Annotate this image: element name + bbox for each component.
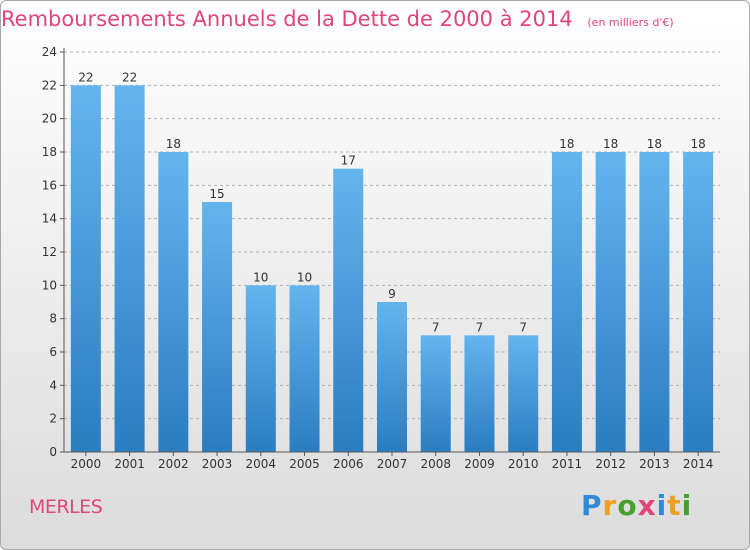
axes: [60, 48, 720, 456]
bar: [158, 152, 189, 452]
logo-letter: i: [681, 489, 693, 522]
bar-value-label: 18: [559, 137, 574, 151]
bar: [289, 285, 320, 452]
x-tick-label: 2006: [333, 457, 364, 471]
x-tick-label: 2004: [246, 457, 277, 471]
y-tick-label: 6: [49, 345, 57, 359]
y-tick-label: 24: [42, 45, 57, 59]
bar: [245, 285, 276, 452]
x-tick-label: 2008: [420, 457, 451, 471]
x-tick-label: 2013: [639, 457, 670, 471]
place-name: MERLES: [29, 496, 103, 518]
y-tick-label: 8: [49, 312, 57, 326]
x-tick-label: 2005: [289, 457, 320, 471]
labels: 0246810121416182022242220002220011820021…: [42, 45, 714, 471]
bar-value-label: 18: [647, 137, 662, 151]
y-tick-label: 18: [42, 145, 57, 159]
bar-value-label: 10: [253, 270, 268, 284]
x-tick-label: 2009: [464, 457, 495, 471]
x-tick-label: 2010: [508, 457, 539, 471]
logo-letter: i: [656, 489, 668, 522]
logo-letter: r: [602, 489, 618, 522]
y-tick-label: 10: [42, 278, 57, 292]
chart-title-text: Remboursements Annuels de la Dette de 20…: [1, 7, 573, 31]
bar: [377, 302, 407, 452]
y-tick-label: 12: [42, 245, 57, 259]
x-tick-label: 2003: [202, 457, 233, 471]
bar: [70, 85, 101, 452]
bar-value-label: 9: [388, 287, 396, 301]
bar: [333, 168, 364, 452]
x-tick-label: 2000: [71, 457, 102, 471]
bar-value-label: 15: [209, 187, 224, 201]
y-tick-label: 14: [42, 212, 57, 226]
logo-letter: t: [667, 489, 682, 522]
bar-value-label: 10: [297, 270, 312, 284]
bar-value-label: 17: [341, 154, 356, 168]
bar-value-label: 7: [476, 320, 484, 334]
bar: [595, 152, 626, 452]
bar: [420, 335, 451, 452]
y-tick-label: 20: [42, 112, 57, 126]
bar-value-label: 18: [603, 137, 618, 151]
y-tick-label: 0: [49, 445, 57, 459]
x-tick-label: 2002: [158, 457, 189, 471]
bar: [639, 152, 670, 452]
bar-value-label: 18: [166, 137, 181, 151]
x-tick-label: 2011: [552, 457, 583, 471]
x-tick-label: 2001: [114, 457, 145, 471]
bar: [114, 85, 145, 452]
y-tick-label: 4: [49, 378, 57, 392]
bar: [202, 202, 233, 452]
bar-value-label: 18: [690, 137, 705, 151]
x-tick-label: 2007: [377, 457, 408, 471]
bar: [508, 335, 539, 452]
x-tick-label: 2014: [683, 457, 714, 471]
y-tick-label: 16: [42, 178, 57, 192]
bar-value-label: 7: [519, 320, 527, 334]
bar-value-label: 7: [432, 320, 440, 334]
bar: [551, 152, 582, 452]
bars: [70, 85, 714, 452]
x-tick-label: 2012: [595, 457, 626, 471]
logo-letter: P: [581, 489, 603, 522]
y-tick-label: 22: [42, 78, 57, 92]
logo-letter: x: [637, 489, 657, 522]
chart-title: Remboursements Annuels de la Dette de 20…: [1, 7, 674, 31]
y-tick-label: 2: [49, 412, 57, 426]
bar: [464, 335, 495, 452]
bar-value-label: 22: [78, 70, 93, 84]
bar: [683, 152, 714, 452]
logo-letter: o: [617, 489, 638, 522]
bar-value-label: 22: [122, 70, 137, 84]
proxiti-logo: Proxiti: [581, 489, 692, 522]
chart-subtitle: (en milliers d'€): [587, 16, 674, 29]
